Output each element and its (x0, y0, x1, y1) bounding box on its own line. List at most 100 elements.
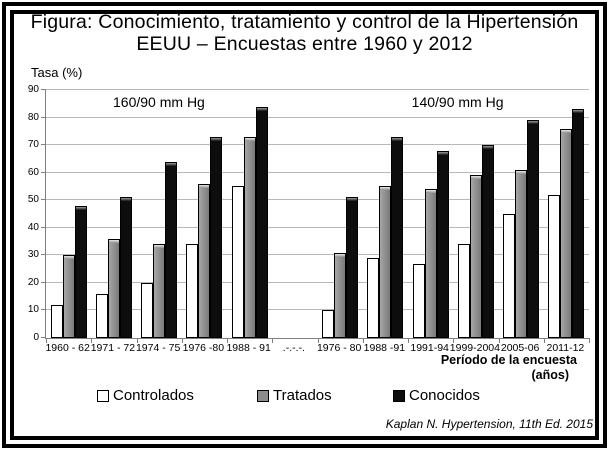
bar-cap (470, 176, 481, 180)
legend-label-tratados: Tratados (273, 387, 332, 404)
bar-cap (75, 206, 86, 210)
bar-tratados-11 (560, 128, 573, 338)
x-axis-tick-12 (589, 338, 590, 343)
x-axis-tick-7 (362, 338, 364, 343)
group-label-160-90: 160/90 mm Hg (113, 94, 205, 110)
bar-tratados-4 (243, 136, 256, 338)
gridline-20 (46, 281, 589, 283)
bar-controlados-6 (322, 310, 335, 338)
y-tick-label-90: 90 (27, 84, 39, 95)
category-slot-1 (91, 90, 136, 338)
bar-conocidos-7 (391, 136, 404, 338)
x-axis-tick-11 (543, 338, 545, 343)
x-tick-label-3: 1976 -80 (182, 342, 225, 354)
x-tick-label-10: 2005-06 (500, 342, 540, 354)
x-tick-label-0: 1960 - 62 (45, 342, 90, 354)
bar-cap (561, 129, 572, 133)
x-axis-tick-4 (227, 338, 228, 343)
x-tick-label-11: 2011-12 (546, 342, 585, 354)
citation: Kaplan N. Hypertension, 11th Ed. 2015 (385, 417, 593, 431)
x-axis-labels: 1960 - 62 1971 - 72 1974 - 75 1976 -80 1988 … (45, 342, 588, 355)
bar-tratados-10 (515, 169, 528, 338)
bar-tratados-9 (469, 175, 482, 338)
y-tick-label-30: 30 (27, 249, 39, 261)
y-axis-tick-0 (41, 337, 46, 338)
x-axis-title: Período de la encuesta (años) (441, 353, 577, 383)
x-axis-tick-3 (181, 338, 183, 343)
x-axis-tick-10 (498, 338, 500, 343)
x-tick-label-8: 1991-94 (410, 342, 449, 354)
category-slot-8 (408, 90, 453, 338)
plot-area: 160/90 mm Hg 140/90 mm Hg 0 10 20 30 40 50 60 7… (28, 84, 590, 343)
category-slot-0 (46, 90, 91, 338)
gridline-80 (46, 116, 589, 118)
y-axis-tick-40 (41, 226, 46, 228)
bar-conocidos-4 (255, 106, 268, 338)
legend-swatch-conocidos (393, 389, 405, 402)
bar-cap (120, 198, 131, 202)
category-slot-5 (272, 90, 317, 338)
chart-title-line1: Figura: Conocimiento, tratamiento y cont… (30, 11, 579, 33)
bar-cap (166, 162, 177, 166)
bar-controlados-11 (548, 194, 561, 338)
bar-cap (516, 170, 527, 174)
y-tick-label-70: 70 (27, 139, 39, 151)
y-axis-tick-20 (41, 281, 46, 283)
x-tick-label-9: 1999-2004 (449, 342, 500, 354)
x-tick-label-6: 1976 - 80 (316, 342, 362, 354)
bar-controlados-9 (457, 244, 470, 338)
y-axis-tick-50 (41, 199, 46, 201)
bar-controlados-1 (95, 293, 108, 338)
x-axis-title-line2: (años) (531, 368, 570, 382)
y-tick-label-40: 40 (27, 221, 39, 233)
chart-title: Figura: Conocimiento, tratamiento y cont… (24, 11, 585, 55)
bar-cap (63, 256, 74, 260)
bar-conocidos-6 (346, 197, 359, 338)
bar-tratados-7 (379, 186, 392, 338)
bar-conocidos-9 (481, 145, 494, 338)
y-axis-tick-60 (41, 171, 46, 173)
legend-item-tratados: Tratados (257, 387, 332, 404)
x-tick-label-4: 1988 - 91 (226, 342, 271, 354)
bar-cap (528, 121, 539, 125)
category-slot-4 (227, 90, 272, 338)
legend-swatch-controlados (97, 389, 109, 402)
category-slot-7 (363, 90, 408, 338)
bar-tratados-3 (198, 183, 211, 338)
gridline-60 (46, 171, 589, 173)
bar-cap (347, 198, 358, 202)
y-tick-label-50: 50 (27, 194, 39, 206)
bar-conocidos-2 (165, 161, 178, 338)
bar-controlados-4 (231, 186, 244, 338)
bar-conocidos-11 (572, 109, 585, 338)
bar-controlados-0 (50, 304, 63, 338)
bar-cap (244, 137, 255, 141)
y-tick-label-80: 80 (27, 111, 39, 123)
group-label-140-90: 140/90 mm Hg (411, 94, 504, 110)
y-axis-tick-90 (41, 89, 46, 90)
y-axis-tick-70 (41, 144, 46, 146)
bar-cap (108, 239, 119, 243)
bar-conocidos-8 (436, 150, 449, 338)
y-axis-tick-80 (41, 116, 46, 118)
category-slot-2 (137, 90, 182, 338)
bar-tratados-6 (334, 252, 347, 338)
legend-item-conocidos: Conocidos (393, 387, 480, 404)
y-tick-label-60: 60 (27, 166, 39, 178)
gridline-10 (46, 309, 589, 311)
bar-tratados-0 (62, 255, 75, 338)
bar-cap (392, 137, 403, 141)
bar-cap (482, 146, 493, 150)
y-axis-title: Tasa (%) (31, 65, 83, 80)
x-tick-label-2: 1974 - 75 (135, 342, 181, 354)
x-axis-tick-6 (317, 338, 319, 343)
bar-conocidos-1 (119, 197, 132, 338)
bar-tratados-2 (153, 244, 166, 338)
gridline-70 (46, 144, 589, 146)
bar-cap (199, 184, 210, 188)
chart-title-line2: EEUU – Encuestas entre 1960 y 2012 (136, 33, 473, 55)
bar-controlados-2 (141, 282, 154, 338)
bar-conocidos-10 (527, 120, 540, 338)
bar-cap (573, 110, 584, 114)
bar-cap (256, 107, 267, 111)
